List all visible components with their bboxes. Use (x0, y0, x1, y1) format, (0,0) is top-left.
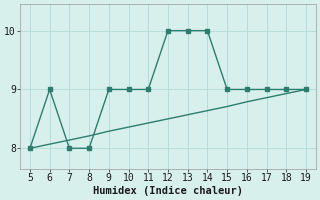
X-axis label: Humidex (Indice chaleur): Humidex (Indice chaleur) (93, 186, 243, 196)
